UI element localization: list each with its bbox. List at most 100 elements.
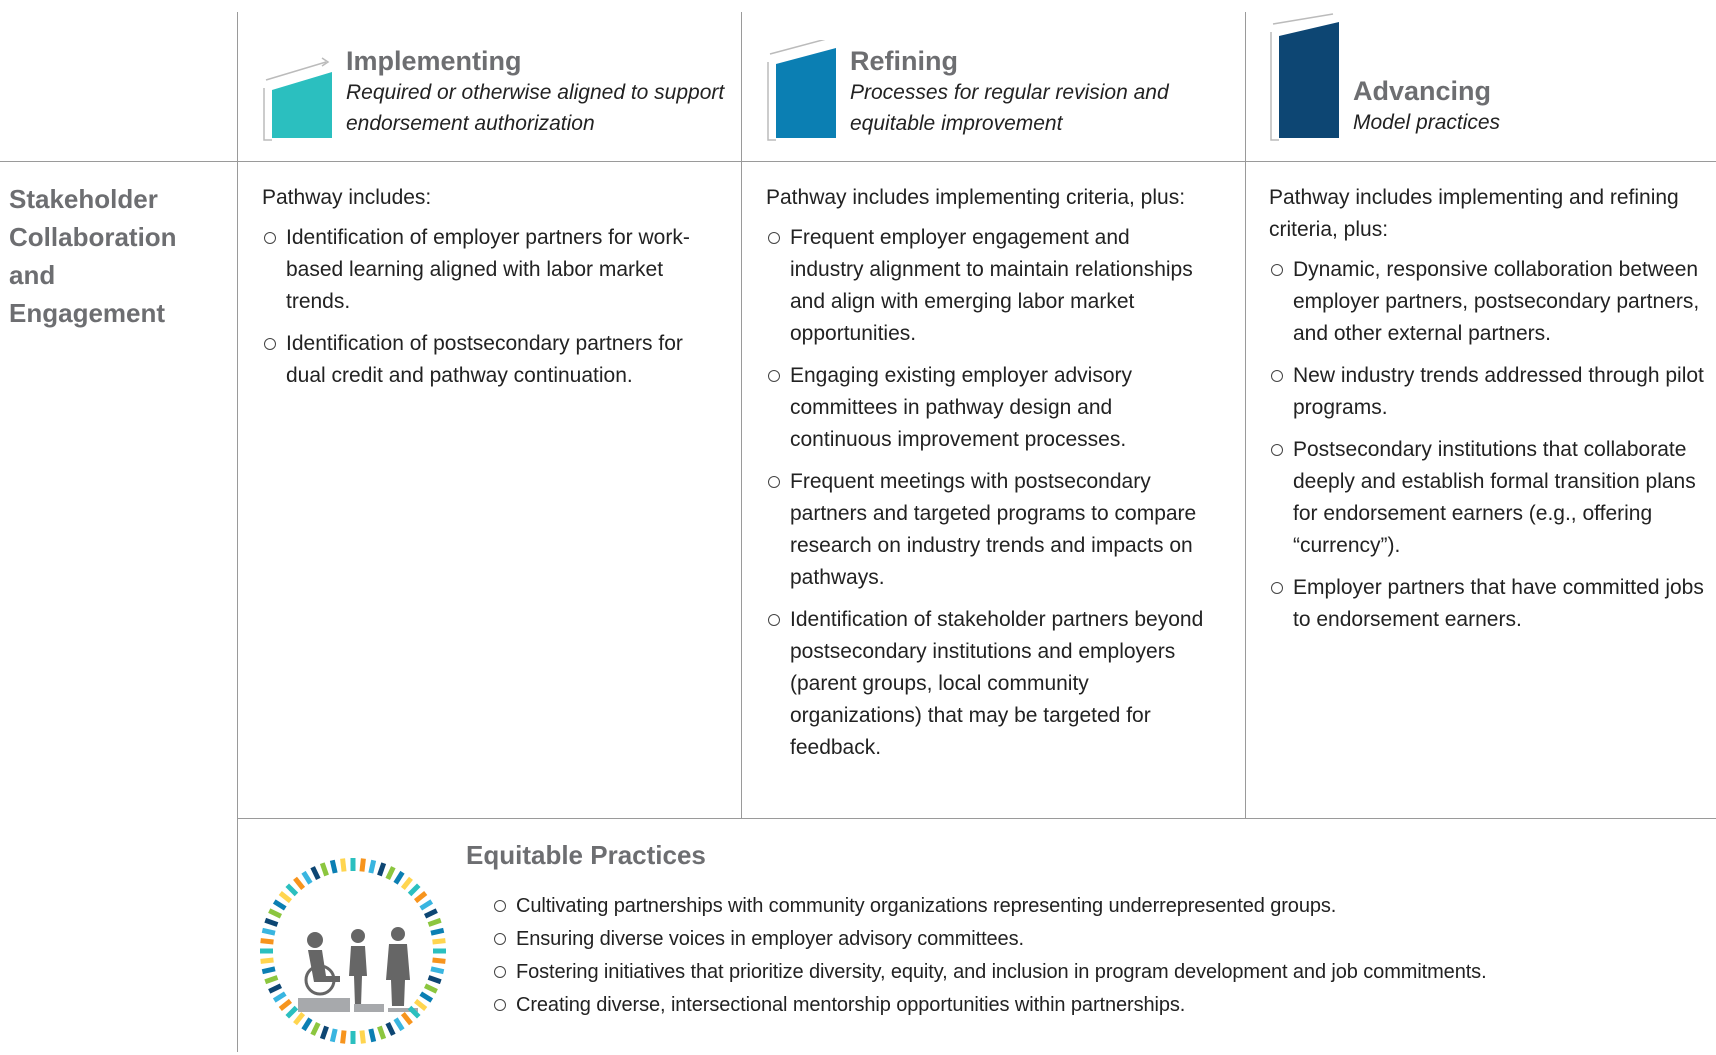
cell: Pathway includes implementing and refini… (1269, 182, 1709, 646)
rule (237, 818, 1716, 819)
ring-dash (278, 891, 293, 904)
ring-dash (329, 859, 338, 874)
ring-dash (377, 862, 387, 877)
ring-dash (407, 883, 421, 897)
column-title: Advancing (1353, 76, 1492, 106)
ring-dash (400, 1011, 413, 1026)
item-text: Identification of stakeholder partners b… (790, 608, 1204, 759)
ring-dash (368, 859, 377, 874)
ring-dash (430, 927, 445, 936)
ring-dash (368, 1028, 377, 1043)
item-text: Creating diverse, intersectional mentors… (516, 994, 1186, 1016)
bullet (1271, 264, 1283, 276)
bullet (1271, 582, 1283, 594)
ring-dash (393, 870, 405, 885)
ring-dash (272, 899, 287, 911)
ring-dash (260, 938, 274, 945)
list-item: Frequent meetings with postsecondary par… (766, 466, 1206, 594)
ring-dash (427, 975, 442, 985)
ring-dash (419, 899, 434, 911)
column-title: Refining (850, 46, 958, 76)
list-item: Employer partners that have committed jo… (1269, 572, 1709, 636)
bullet (494, 933, 506, 945)
list: Cultivating partnerships with community … (492, 890, 1702, 1022)
ring-dash (407, 1005, 421, 1019)
bullet (494, 900, 506, 912)
ring-dash (329, 1028, 338, 1043)
rule (0, 161, 1716, 162)
ring-dash (423, 983, 438, 994)
ring-dash (319, 862, 329, 877)
ring-dash (359, 858, 366, 872)
ring-dash (359, 1030, 366, 1044)
bullet (768, 370, 780, 382)
ring-dash (285, 883, 299, 897)
ring-dash (261, 927, 276, 936)
list-item: Frequent employer engagement and industr… (766, 222, 1206, 350)
ring-dash (400, 876, 413, 891)
list-item: Engaging existing employer advisory comm… (766, 360, 1206, 456)
ring-dash (301, 1017, 313, 1032)
list-item: Cultivating partnerships with community … (492, 890, 1702, 923)
ring-dash (423, 908, 438, 919)
ring-dash (319, 1025, 329, 1040)
bullet (768, 476, 780, 488)
bullet (768, 614, 780, 626)
ring-dash (260, 957, 274, 964)
ring-dash (293, 876, 306, 891)
bullet (768, 232, 780, 244)
item-text: Engaging existing employer advisory comm… (790, 364, 1133, 451)
ring-dash (427, 917, 442, 927)
list-item: Ensuring diverse voices in employer advi… (492, 923, 1702, 956)
bullet (264, 338, 276, 350)
ring-dash (261, 966, 276, 975)
item-text: Dynamic, responsive collaboration betwee… (1293, 258, 1700, 345)
ring-dash (340, 1030, 347, 1044)
ring-dash (268, 908, 283, 919)
cell-intro: Pathway includes implementing criteria, … (766, 186, 1186, 209)
list-item: New industry trends addressed through pi… (1269, 360, 1709, 424)
list-item: Dynamic, responsive collaboration betwee… (1269, 254, 1709, 350)
ring-dash (268, 983, 283, 994)
rule (237, 12, 238, 1052)
ring-dash (301, 870, 313, 885)
cell: Pathway includes: Identification of emplo… (262, 182, 702, 402)
item-text: Identification of postsecondary partners… (286, 332, 683, 387)
ring-dash (264, 917, 279, 927)
ring-dash (285, 1005, 299, 1019)
list-item: Identification of postsecondary partners… (262, 328, 702, 392)
list-item: Identification of employer partners for … (262, 222, 702, 318)
cell-intro: Pathway includes: (262, 186, 432, 209)
item-text: Fostering initiatives that prioritize di… (516, 961, 1487, 983)
cell: Pathway includes implementing criteria, … (766, 182, 1206, 774)
column-subtitle: Required or otherwise aligned to support… (346, 81, 725, 135)
ring-dash (432, 957, 446, 964)
item-text: Ensuring diverse voices in employer advi… (516, 928, 1024, 950)
ring-dash (432, 938, 446, 945)
bullet (494, 999, 506, 1011)
bullet (1271, 444, 1283, 456)
list-item: Fostering initiatives that prioritize di… (492, 956, 1702, 989)
rule (1245, 12, 1246, 818)
item-text: Employer partners that have committed jo… (1293, 576, 1704, 631)
item-text: Frequent meetings with postsecondary par… (790, 470, 1197, 589)
item-text: Identification of employer partners for … (286, 226, 690, 313)
section-title: Equitable Practices (466, 840, 706, 870)
item-text: Postsecondary institutions that collabor… (1293, 438, 1696, 557)
list-item: Creating diverse, intersectional mentors… (492, 989, 1702, 1022)
cell-intro: Pathway includes implementing and refini… (1269, 186, 1679, 241)
equity-icon (260, 858, 446, 1044)
ring-dash (340, 858, 347, 872)
item-text: Cultivating partnerships with community … (516, 895, 1337, 917)
column-title: Implementing (346, 46, 522, 76)
list-item: Postsecondary institutions that collabor… (1269, 434, 1709, 562)
row-label: Stakeholder Collaboration and Engagement (9, 184, 177, 328)
rule (741, 12, 742, 818)
ring-dash (385, 1021, 396, 1036)
column-subtitle: Model practices (1353, 111, 1501, 134)
ring-dash (419, 991, 434, 1003)
bullet (494, 966, 506, 978)
level-icon (1270, 13, 1339, 141)
ring-dash (413, 891, 428, 904)
